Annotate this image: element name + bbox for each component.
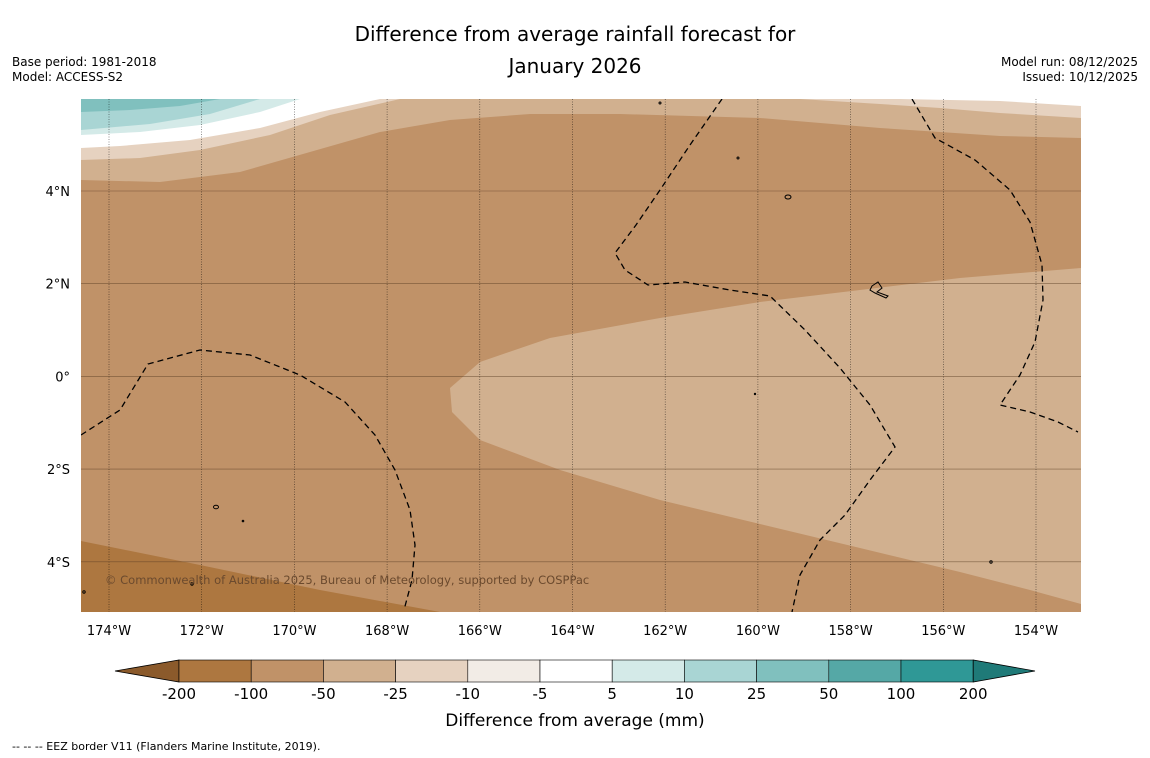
lon-label: 172°W [180,624,224,639]
islands [82,101,993,594]
lon-label: 160°W [736,624,780,639]
latitude-labels: 4°N 2°N 0° 2°S 4°S [46,185,71,571]
colorbar-tick-label: 5 [607,685,617,703]
lat-label: 2°S [47,463,70,478]
colorbar-tick-label: 25 [747,685,766,703]
colorbar-tick-label: -5 [533,685,548,703]
issued-text: Issued: 10/12/2025 [1022,70,1138,84]
lon-label: 164°W [550,624,594,639]
colorbar-segment [684,659,757,683]
lat-label: 4°S [47,556,70,571]
colorbar-tick-label: 200 [959,685,988,703]
eez-border-west [81,349,416,611]
island-9 [82,590,86,594]
lon-label: 168°W [365,624,409,639]
eez-border-central [614,99,896,612]
island-5 [736,156,740,160]
colorbar-segment [756,659,830,683]
lon-label: 162°W [643,624,687,639]
island-4 [658,101,662,105]
lon-label: 174°W [87,624,131,639]
colorbar-segment [828,659,902,683]
colorbar-segment [178,659,252,683]
colorbar-tick-label: -50 [311,685,336,703]
rainfall-field: © Commonwealth of Australia 2025, Bureau… [81,99,1081,612]
title-line-1: Difference from average rainfall forecas… [354,22,796,46]
colorbar-title: Difference from average (mm) [445,711,704,731]
meta-left: Base period: 1981-2018 Model: ACCESS-S2 [12,55,157,85]
colorbar-segment [250,659,324,683]
island-1 [784,194,792,200]
meta-right: Model run: 08/12/2025 Issued: 10/12/2025 [1001,55,1138,85]
island-6 [241,519,245,523]
colorbar-tick-label: 10 [675,685,694,703]
island-7 [190,582,194,586]
colorbar-segment [611,659,685,683]
field-bottom-dark [81,541,440,612]
grid-lines [81,99,1081,612]
eez-footnote: -- -- -- EEZ border V11 (Flanders Marine… [12,740,321,753]
eez-border-east [911,99,1079,433]
colorbar-tick-label: 50 [819,685,838,703]
colorbar-segment [323,659,396,683]
field-equatorial-tongue [450,268,1081,604]
lon-label: 156°W [921,624,965,639]
lat-label: 0° [55,370,70,385]
colorbar-segment [395,659,469,683]
model-run-text: Model run: 08/12/2025 [1000,55,1138,69]
colorbar-segment [467,659,541,683]
lon-label: 166°W [458,624,502,639]
island-10 [753,392,757,396]
lon-label: 154°W [1014,624,1058,639]
lon-label: 170°W [272,624,316,639]
title-line-2: January 2026 [508,54,642,78]
field-top-lighter [81,99,1081,160]
base-period-text: Base period: 1981-2018 [12,55,157,69]
colorbar-extend-high [972,659,1036,683]
copyright-text: © Commonwealth of Australia 2025, Bureau… [105,573,589,587]
island-8 [989,560,993,564]
model-text: Model: ACCESS-S2 [12,70,124,84]
colorbar-segment [900,659,974,683]
lon-label: 158°W [829,624,873,639]
longitude-labels: 174°W 172°W 170°W 168°W 166°W 164°W 162°W 160°W… [87,624,1058,639]
field-wet-strong [81,99,220,112]
colorbar-tick-label: -10 [456,685,481,703]
eez-borders [81,99,1079,612]
island-3 [213,504,219,510]
lat-label: 2°N [46,278,71,293]
colorbar-segment [539,659,613,683]
colorbar: -200 -100 -50 -25 -10 -5 5 10 25 50 100 200 [114,659,1036,703]
map-figure: © Commonwealth of Australia 2025, Bureau… [46,99,1081,731]
colorbar-tick-label: -100 [234,685,268,703]
lat-label: 4°N [46,185,71,200]
colorbar-tick-label: 100 [887,685,916,703]
colorbar-extend-low [114,659,180,683]
colorbar-tick-label: -200 [162,685,196,703]
island-2 [869,281,889,299]
map-title: Difference from average rainfall forecas… [0,18,1150,82]
colorbar-tick-label: -25 [383,685,408,703]
field-top-light [81,99,1081,182]
